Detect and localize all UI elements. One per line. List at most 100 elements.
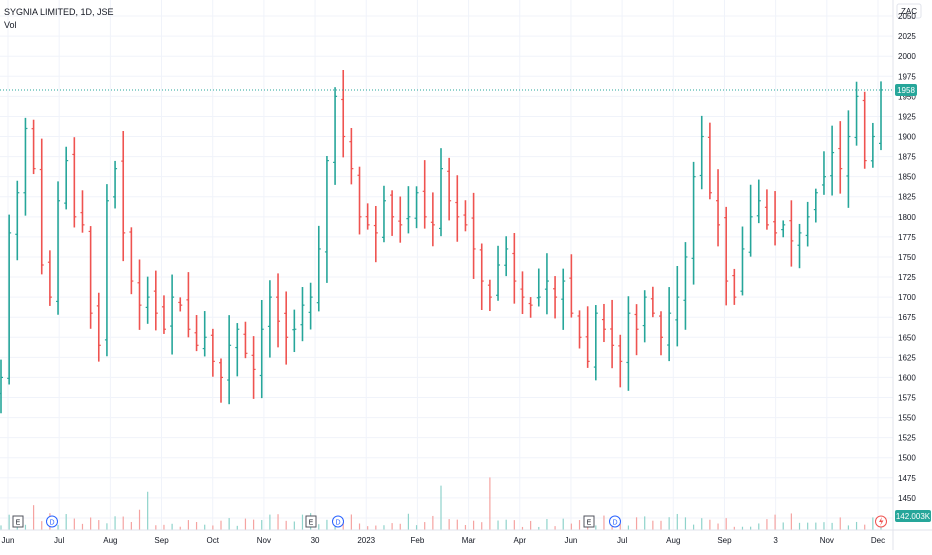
volume-bar	[285, 520, 287, 530]
ohlc-bar	[7, 214, 12, 385]
volume-bar	[717, 523, 719, 530]
ohlc-bar	[219, 358, 223, 403]
volume-bar	[171, 523, 173, 530]
ohlc-bar	[390, 190, 395, 236]
ohlc-bar	[0, 359, 3, 414]
ohlc-bar	[764, 189, 769, 230]
ohlc-bar	[333, 87, 338, 185]
volume-bar	[847, 525, 850, 530]
volume-bar	[831, 522, 833, 530]
chart-legend: SYGNIA LIMITED, 1D, JSE Vol	[4, 6, 114, 32]
time-tick-label: Nov	[257, 536, 271, 545]
dividend-marker[interactable]: D	[46, 515, 58, 528]
price-tick-label: 1450	[898, 494, 916, 503]
ohlc-bar	[601, 303, 606, 343]
volume-bar	[872, 517, 874, 530]
dividend-marker-circle	[46, 515, 58, 528]
symbol-title: SYGNIA LIMITED, 1D, JSE	[4, 7, 114, 17]
earnings-marker-box	[583, 515, 595, 528]
ohlc-bar	[251, 336, 256, 399]
volume-bar	[424, 522, 426, 530]
ohlc-bar	[80, 190, 85, 233]
ohlc-bar	[618, 334, 623, 388]
price-tick-label: 1875	[898, 153, 916, 162]
ohlc-bar	[479, 243, 484, 311]
lightning-marker[interactable]	[875, 515, 887, 528]
currency-button[interactable]: ZAC	[896, 3, 922, 19]
volume-bar	[407, 513, 410, 530]
dividend-marker[interactable]: D	[332, 515, 344, 528]
ohlc-bar	[23, 117, 28, 216]
ohlc-bar	[821, 151, 826, 195]
ohlc-bar	[544, 253, 549, 315]
price-tick-label: 1825	[898, 193, 916, 202]
volume-bar	[293, 521, 295, 530]
ohlc-bar	[121, 131, 126, 262]
dividend-marker[interactable]: D	[609, 515, 621, 528]
ohlc-bar	[879, 81, 883, 151]
ohlc-bar	[471, 192, 476, 279]
ohlc-bar	[504, 236, 509, 277]
ohlc-bar	[496, 245, 501, 301]
ohlc-bar	[659, 311, 663, 356]
price-tick-label: 2000	[898, 52, 916, 61]
price-tick-label: 1500	[898, 454, 916, 463]
ohlc-bar	[96, 292, 101, 362]
ohlc-bar	[178, 297, 183, 312]
volume-bar	[0, 525, 2, 530]
earnings-marker[interactable]: E	[305, 515, 317, 528]
volume-bar	[798, 522, 801, 530]
price-tick-label: 1475	[898, 474, 916, 483]
volume-bar	[358, 523, 361, 530]
ohlc-bar	[292, 309, 297, 353]
ohlc-bar	[667, 287, 672, 362]
volume-bar	[521, 526, 524, 530]
event-marker-label: E	[587, 520, 592, 527]
ohlc-bar	[520, 271, 525, 315]
ohlc-bar	[487, 279, 492, 312]
volume-bar	[122, 516, 124, 530]
volume-bar	[155, 525, 157, 530]
ohlc-bar	[732, 268, 737, 305]
ohlc-bar	[72, 137, 77, 228]
price-tick-label: 1775	[898, 233, 916, 242]
volume-bar	[367, 526, 369, 530]
volume-bar	[236, 525, 238, 530]
ohlc-bar	[349, 127, 354, 185]
time-axis[interactable]: Jun Jul Aug Sep Oct Nov 30 2023 Feb Mar Apr Jun Jul A…	[0, 529, 932, 545]
time-tick-label: Sep	[717, 536, 732, 545]
volume-bar	[570, 523, 572, 530]
volume-bar	[603, 515, 605, 530]
ohlc-bar	[740, 226, 745, 296]
volume-bar	[456, 519, 458, 530]
ohlc-bar	[813, 188, 818, 223]
volume-bar	[114, 516, 116, 530]
volume-bar	[432, 515, 434, 530]
price-tick-label: 1975	[898, 72, 916, 81]
price-tick-label: 2025	[898, 32, 916, 41]
current-price-badge-bg	[895, 83, 917, 96]
ohlc-bar	[724, 206, 729, 306]
ohlc-bar	[316, 225, 321, 312]
event-marker-label: D	[49, 520, 54, 527]
ohlc-bar	[634, 304, 639, 356]
ohlc-bar	[439, 148, 443, 237]
volume-bar	[212, 525, 214, 530]
volume-bar	[644, 516, 646, 530]
volume-bar	[73, 518, 75, 530]
time-tick-label: Feb	[411, 536, 425, 545]
volume-bar	[301, 514, 304, 530]
earnings-marker[interactable]: E	[583, 515, 595, 528]
volume-bar	[546, 519, 548, 530]
volume-bar	[684, 517, 687, 530]
time-tick-label: Jun	[2, 536, 15, 545]
earnings-marker[interactable]: E	[12, 515, 24, 528]
ohlc-bar	[683, 242, 688, 330]
ohlc-bar	[373, 205, 378, 263]
price-tick-label: 1525	[898, 434, 916, 443]
last-volume-badge: 142.003K	[895, 510, 931, 522]
